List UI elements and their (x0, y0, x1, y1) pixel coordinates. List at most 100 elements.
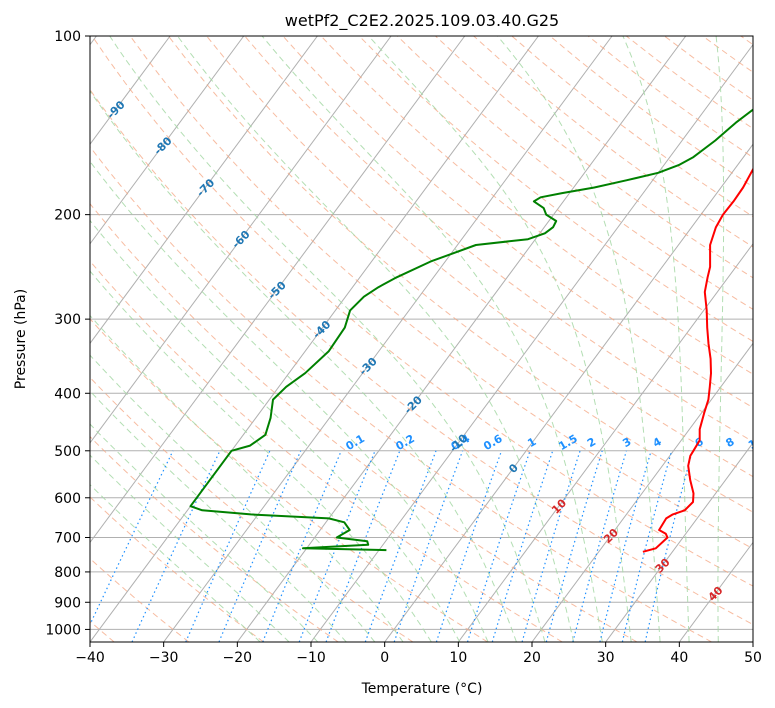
moist-adiabat (90, 270, 432, 642)
mixing-ratio-label: 2 (585, 435, 598, 450)
x-tick-label: 30 (597, 650, 615, 666)
moist-adiabat (90, 454, 290, 642)
isotherm-line (90, 36, 539, 642)
dry-adiabat (90, 203, 638, 642)
moist-adiabat (90, 390, 347, 642)
isotherm-line (457, 242, 753, 642)
dry-adiabat (90, 88, 753, 626)
dry-adiabat (168, 36, 753, 513)
mixing-ratio-label: 10 (746, 433, 766, 452)
mixing-ratio-line (621, 450, 673, 642)
isotherm-line (310, 43, 753, 642)
isotherm-label: -100 (53, 62, 82, 91)
x-tick-label: 10 (449, 650, 467, 666)
moist-adiabat (90, 483, 261, 642)
x-tick-label: −30 (149, 650, 179, 666)
moist-adiabat (90, 314, 404, 642)
isotherm-label: -60 (229, 228, 252, 251)
dewpoint-profile (189, 108, 753, 552)
y-tick-label: 500 (54, 444, 81, 460)
isotherm-line (90, 36, 318, 345)
plot-frame (89, 35, 754, 643)
plot-contents: 0.10.20.40.611.52346810131620253036-100-… (53, 36, 766, 642)
x-axis: −40 −30 −20 −10 0 10 20 30 40 50 (75, 642, 762, 666)
isotherm-label: 40 (706, 584, 726, 604)
isotherm-line (531, 342, 753, 642)
mixing-ratio-line (491, 450, 554, 642)
y-tick-label: 300 (54, 312, 81, 328)
isotherm-line (236, 36, 687, 642)
moist-adiabat (90, 423, 319, 642)
mixing-ratio-line (185, 450, 271, 642)
dry-adiabat (664, 36, 753, 101)
mixing-ratio-line (466, 450, 531, 642)
mixing-ratio-label: 0.2 (394, 432, 417, 453)
isotherm-label: 30 (653, 555, 673, 575)
dry-adiabat (549, 36, 753, 188)
isotherm-line (163, 36, 613, 642)
x-tick-label: 40 (670, 650, 688, 666)
dry-adiabat (90, 435, 339, 642)
isotherm-label: -50 (265, 279, 288, 302)
y-tick-label: 900 (54, 595, 81, 611)
mixing-ratio-line (364, 450, 437, 642)
chart-title: wetPf2_C2E2.2025.109.03.40.G25 (285, 11, 559, 31)
isotherm-label: -30 (357, 355, 380, 378)
dry-adiabat (90, 260, 563, 642)
x-tick-label: −10 (296, 650, 326, 666)
isotherm-line (90, 36, 392, 444)
mixing-ratio-line (298, 450, 376, 642)
x-tick-label: 20 (523, 650, 541, 666)
moist-adiabat (109, 36, 546, 642)
isotherm-label: -40 (310, 318, 333, 341)
mixing-ratio-line (90, 450, 174, 626)
mixing-ratio-label: 3 (620, 435, 633, 450)
isotherm-line (605, 442, 753, 642)
moist-adiabat (90, 160, 489, 642)
mixing-ratio-line (325, 450, 401, 642)
x-tick-label: 0 (380, 650, 389, 666)
moist-adiabat (622, 36, 690, 642)
isotherm-label: -90 (104, 98, 127, 121)
y-tick-label: 800 (54, 565, 81, 581)
dry-adiabat (90, 318, 488, 642)
isotherm-label: 10 (549, 496, 569, 516)
isotherm-line (384, 143, 753, 642)
isotherm-label: -70 (194, 176, 217, 199)
x-axis-label: Temperature (°C) (361, 681, 483, 697)
isotherm-line (678, 541, 753, 642)
x-tick-label: −40 (75, 650, 105, 666)
moist-adiabat (90, 219, 461, 642)
isotherm-label: -80 (151, 134, 174, 157)
y-tick-label: 1000 (45, 622, 81, 638)
dry-adiabat (282, 36, 753, 409)
dry-adiabat (358, 36, 753, 342)
mixing-ratio-line (545, 450, 603, 642)
mixing-ratio-label: 8 (724, 435, 737, 450)
moist-adiabat (261, 36, 603, 642)
mixing-ratio-line (599, 450, 652, 642)
y-axis-label: Pressure (hPa) (13, 289, 29, 389)
moist-adiabat (715, 36, 725, 642)
y-tick-label: 100 (54, 29, 81, 45)
y-tick-label: 400 (54, 386, 81, 402)
mixing-ratio-line (393, 450, 464, 642)
y-tick-label: 200 (54, 208, 81, 224)
y-tick-label: 600 (54, 491, 81, 507)
dry-adiabat (740, 36, 753, 46)
x-tick-label: −20 (223, 650, 253, 666)
moist-adiabat (90, 90, 517, 642)
dry-adiabat (90, 145, 712, 642)
mixing-ratio-line (521, 450, 581, 642)
dry-adiabat (702, 36, 753, 73)
mixing-ratio-label: 4 (651, 435, 664, 450)
isotherm-line (90, 36, 171, 146)
mixing-ratio-label: 1.5 (556, 432, 579, 453)
dry-adiabat (320, 36, 753, 375)
y-axis: 1000 900 800 700 600 500 400 300 200 100 (45, 29, 90, 638)
isotherm-line (90, 36, 245, 245)
mixing-ratio-label: 0.6 (481, 432, 505, 453)
mixing-ratio-line (572, 450, 627, 642)
dry-adiabat (90, 376, 414, 642)
